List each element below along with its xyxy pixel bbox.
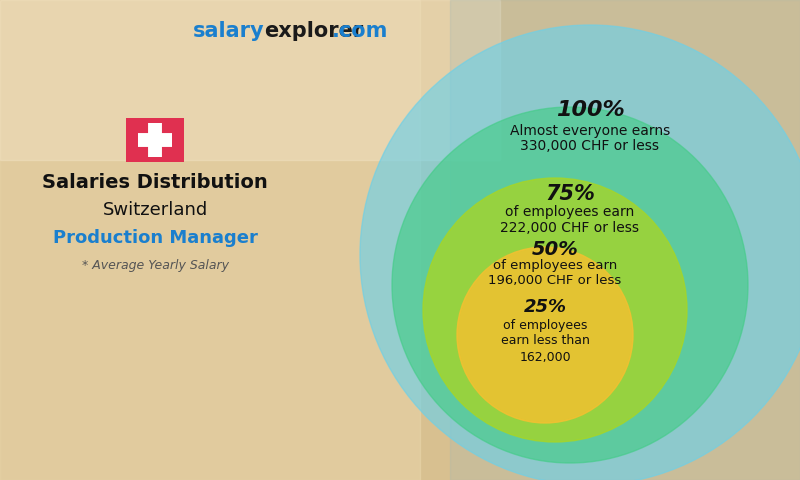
Text: explorer: explorer [264, 21, 363, 41]
Text: of employees: of employees [503, 319, 587, 332]
Text: Salaries Distribution: Salaries Distribution [42, 172, 268, 192]
Text: Production Manager: Production Manager [53, 229, 258, 247]
Text: of employees earn: of employees earn [506, 205, 634, 219]
Bar [0, 0, 420, 480]
Text: of employees earn: of employees earn [493, 259, 617, 272]
Text: 222,000 CHF or less: 222,000 CHF or less [501, 221, 639, 235]
Text: earn less than: earn less than [501, 335, 590, 348]
Text: 75%: 75% [545, 184, 595, 204]
Circle shape [360, 25, 800, 480]
Text: 25%: 25% [523, 298, 566, 316]
Text: 196,000 CHF or less: 196,000 CHF or less [488, 274, 622, 288]
FancyBboxPatch shape [126, 118, 184, 162]
Text: * Average Yearly Salary: * Average Yearly Salary [82, 259, 229, 272]
Bar [450, 0, 800, 480]
Circle shape [392, 107, 748, 463]
Text: Switzerland: Switzerland [102, 201, 208, 219]
Text: .com: .com [332, 21, 388, 41]
Bar [0, 0, 500, 160]
Text: 162,000: 162,000 [519, 350, 571, 363]
Text: salary: salary [192, 21, 264, 41]
Circle shape [457, 247, 633, 423]
Text: 330,000 CHF or less: 330,000 CHF or less [521, 140, 659, 154]
Circle shape [423, 178, 687, 442]
Text: Almost everyone earns: Almost everyone earns [510, 123, 670, 137]
Text: 100%: 100% [556, 100, 624, 120]
Text: 50%: 50% [532, 240, 578, 259]
